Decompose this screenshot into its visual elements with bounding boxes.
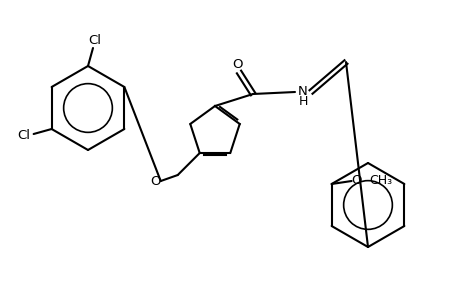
Text: O: O xyxy=(150,175,161,188)
Text: O: O xyxy=(351,173,361,187)
Text: CH₃: CH₃ xyxy=(369,173,392,187)
Text: H: H xyxy=(298,94,307,107)
Text: N: N xyxy=(297,85,307,98)
Text: Cl: Cl xyxy=(17,128,30,142)
Text: Cl: Cl xyxy=(88,34,101,46)
Text: O: O xyxy=(232,58,243,70)
